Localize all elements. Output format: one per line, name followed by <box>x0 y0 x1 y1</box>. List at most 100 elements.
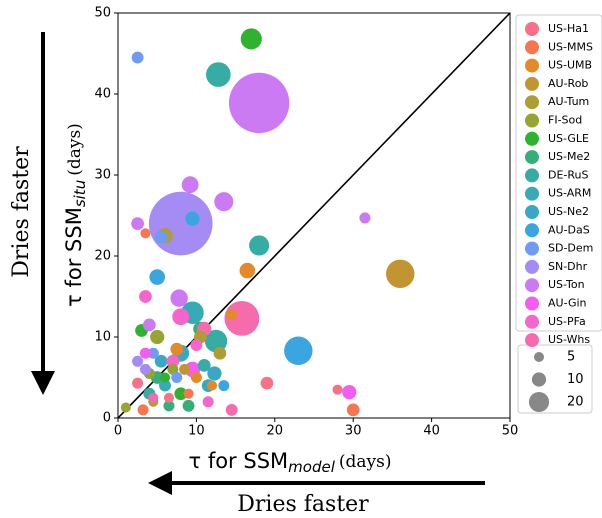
bubble <box>226 308 238 320</box>
bubble <box>346 403 360 417</box>
bubble <box>239 262 256 279</box>
bubble <box>150 329 165 345</box>
label-unit: (days) <box>65 123 85 176</box>
bubble <box>190 339 203 352</box>
bubble <box>154 354 168 368</box>
bubble <box>332 384 343 395</box>
legend-marker <box>525 76 539 91</box>
y-tick-label: 20 <box>94 249 111 264</box>
legend-marker <box>525 58 539 73</box>
size-legend-marker <box>528 391 550 413</box>
legend-label: DE-RuS <box>548 168 589 181</box>
bubble <box>260 376 274 390</box>
legend-marker <box>525 241 539 256</box>
size-legend-label: 10 <box>567 372 584 387</box>
label-sub: situ <box>71 180 89 207</box>
legend-marker <box>525 113 539 128</box>
bubble <box>342 384 357 400</box>
bubble <box>132 377 144 389</box>
legend-label: FI-Sod <box>548 114 582 127</box>
annotation: Dries faster <box>9 146 34 278</box>
bubble <box>218 380 230 392</box>
x-axis-label: τ for SSMmodel (days) <box>189 449 392 476</box>
x-tick-label: 20 <box>267 424 284 439</box>
x-tick-label: 10 <box>188 424 205 439</box>
legend-label: US-GLE <box>548 132 589 145</box>
size-legend-marker <box>533 351 545 363</box>
bubble <box>190 371 202 384</box>
y-tick-label: 50 <box>94 6 111 21</box>
bubble <box>174 387 188 401</box>
bubble <box>202 396 214 408</box>
legend-label: AU-Gin <box>548 297 587 310</box>
legend-label: SN-Dhr <box>548 260 588 273</box>
bubble <box>139 347 151 359</box>
bubble <box>154 231 168 244</box>
bubble <box>139 290 152 303</box>
bubble <box>142 318 156 332</box>
legend-marker <box>525 40 539 55</box>
bubble <box>172 308 190 326</box>
bubble <box>171 371 183 384</box>
bubble <box>213 346 227 360</box>
legend-label: AU-Rob <box>548 77 588 90</box>
bubble <box>207 366 222 381</box>
bubble <box>149 269 165 285</box>
legend-marker <box>525 186 539 201</box>
x-tick-label: 30 <box>345 424 362 439</box>
legend-label: US-Me2 <box>548 150 590 163</box>
y-tick-label: 10 <box>94 330 111 345</box>
bubble <box>206 62 231 87</box>
bubble <box>163 400 175 412</box>
legend-label: US-UMB <box>548 59 592 72</box>
bubble <box>182 399 195 412</box>
bubble <box>139 363 151 375</box>
bubble <box>148 392 159 403</box>
plot-area <box>117 12 511 419</box>
bubble <box>166 354 180 368</box>
y-tick-label: 40 <box>94 87 111 102</box>
label-main: τ for SSM <box>62 207 86 307</box>
x-tick-label: 50 <box>502 424 519 439</box>
bubble <box>214 192 234 212</box>
label-sub: model <box>288 458 336 476</box>
legend-label: US-ARM <box>548 187 591 200</box>
legend-marker <box>525 259 539 274</box>
bubble <box>181 176 199 194</box>
bubble <box>359 212 371 224</box>
y-tick-label: 30 <box>94 168 111 183</box>
annotation: Dries faster <box>237 492 369 517</box>
x-tick-label: 0 <box>114 424 122 439</box>
legend-marker <box>525 296 539 311</box>
legend-marker <box>525 278 539 293</box>
legend-marker <box>525 22 539 36</box>
bubble <box>137 404 149 416</box>
y-axis-label: τ for SSMsitu (days) <box>62 123 89 307</box>
plot-frame <box>117 12 511 419</box>
y-tick-label: 0 <box>103 411 111 426</box>
legend-label: US-Ton <box>548 278 585 291</box>
bubble <box>179 363 191 375</box>
size-legend-label: 5 <box>567 350 575 365</box>
bubble <box>207 380 218 391</box>
bubble <box>131 217 144 230</box>
legend-marker <box>525 95 539 110</box>
legend-marker <box>525 333 539 348</box>
legend-marker <box>525 314 539 329</box>
legend-label: US-PFa <box>548 315 586 328</box>
legend-label: AU-DaS <box>548 223 590 236</box>
bubble <box>185 211 200 226</box>
bubble <box>120 402 131 413</box>
bubble <box>204 329 228 353</box>
bubble <box>386 259 415 289</box>
bubble <box>160 372 171 383</box>
legend-marker <box>525 223 539 238</box>
legend-label: US-Whs <box>548 333 590 346</box>
bubble <box>183 388 194 399</box>
bubble <box>148 191 213 256</box>
legend-marker <box>525 131 539 146</box>
legend-marker <box>525 168 539 183</box>
label-main: τ for SSM <box>189 449 289 473</box>
